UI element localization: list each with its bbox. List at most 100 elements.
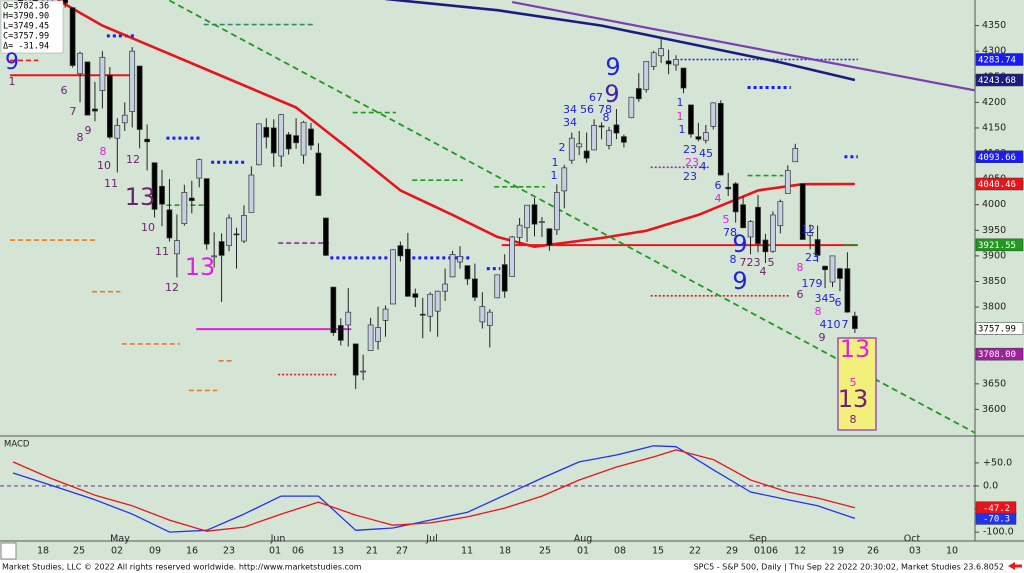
y-tick-label: 3650 [982, 378, 1006, 389]
price-panel [10, 0, 975, 434]
candle-body [740, 204, 746, 229]
panel-title: MACD [4, 440, 30, 450]
x-tick-label: 10 [946, 546, 958, 557]
td-count: 1 [677, 110, 684, 123]
candle-body [479, 306, 486, 323]
x-tick-label: 01 [754, 546, 766, 557]
candle-body [546, 228, 553, 246]
candle-body [628, 96, 635, 119]
candle-body [464, 265, 471, 280]
td-count: 13 [125, 183, 156, 211]
td-count: 45 [699, 147, 713, 160]
price-badge [975, 73, 1024, 87]
axes: 3600365037003750380038503900395040004050… [0, 0, 1024, 557]
td-count: 23 [685, 156, 699, 169]
candle-body [285, 134, 292, 150]
candle-body [300, 121, 307, 156]
td-count: 9 [732, 230, 747, 258]
candle-body [665, 60, 672, 65]
candle-body [539, 221, 545, 223]
td-count: 13 [838, 385, 869, 413]
x-tick-label: 23 [223, 546, 235, 557]
candle-body [710, 102, 717, 127]
candle-body [509, 236, 515, 277]
y-tick-label: 4300 [982, 46, 1006, 57]
candle-body [129, 50, 136, 112]
candle-body [635, 88, 642, 100]
td-count: 1 [679, 123, 686, 136]
candle-body [680, 67, 687, 89]
x-tick-label: 25 [539, 546, 551, 557]
candle-body [434, 290, 441, 312]
candle-body [69, 7, 76, 66]
td-count: 13 [840, 335, 871, 363]
candle-body [99, 56, 106, 91]
candle-body [367, 324, 374, 351]
readout-box [0, 0, 64, 54]
candle-body [583, 150, 590, 159]
td-count: 11 [104, 177, 118, 190]
x-tick-label: 25 [73, 546, 85, 557]
candle-body [494, 274, 501, 299]
candle-body [851, 315, 858, 329]
candle-body [613, 124, 620, 134]
candle-body [814, 239, 821, 256]
candle-body [792, 148, 799, 163]
candle-body [732, 183, 739, 213]
td-count: 8 [100, 145, 107, 158]
macd-line [12, 449, 856, 532]
candle-body [449, 253, 456, 278]
x-tick-label: 12 [794, 546, 806, 557]
scroll-arrow[interactable] [1008, 562, 1022, 570]
candle-body [829, 255, 836, 283]
td-count: 7 [70, 105, 77, 118]
candle-body [770, 214, 776, 252]
candle-body [576, 143, 583, 148]
candle-body [598, 125, 605, 128]
td-count: 345 [815, 292, 836, 305]
td-count: 11 [155, 245, 169, 258]
x-tick-label: 21 [366, 546, 378, 557]
price-badge-label: 3921.55 [978, 241, 1016, 251]
candle-body [531, 204, 538, 225]
x-tick-label: 18 [37, 546, 49, 557]
candle-body [84, 61, 91, 116]
td-count: 23 [805, 251, 819, 264]
macd-panel [0, 445, 975, 533]
td-count: 4 [700, 160, 707, 173]
x-tick-label: 29 [726, 546, 738, 557]
candle-body [673, 59, 679, 66]
price-badge [975, 177, 1024, 191]
candle-body [591, 125, 597, 151]
td-count: 6 [61, 84, 68, 97]
candle-body [501, 264, 508, 292]
footer-right: SPC5 - S&P 500, Daily | Thu Sep 22 2022 … [694, 563, 1004, 572]
candle-body [606, 130, 612, 146]
readout-line: C=3757.99 [3, 32, 49, 42]
x-tick-label: 22 [689, 546, 701, 557]
candle-body [62, 0, 69, 4]
td-count: 34 [563, 103, 577, 116]
background [0, 0, 1024, 560]
td-count: 9 [605, 53, 620, 81]
td-count: 7 [842, 318, 849, 331]
readout-line: L=3749.45 [3, 22, 49, 32]
candle-body [293, 135, 299, 144]
candle-body [181, 192, 188, 224]
y-tick-label: 3600 [982, 404, 1006, 415]
td-count: 10 [141, 221, 155, 234]
candle-body [382, 308, 389, 321]
td-count: 67 [589, 91, 603, 104]
td-count: 78 [723, 226, 737, 239]
td-count: 1 [551, 169, 558, 182]
candle-body [702, 132, 709, 141]
x-month-label: Aug [574, 534, 593, 545]
x-tick-label: 08 [614, 546, 626, 557]
price-badge [975, 347, 1024, 361]
td-count: 8 [603, 111, 610, 124]
td-count: 4 [760, 265, 767, 278]
td-count: 12 [165, 281, 179, 294]
candle-body [561, 167, 568, 192]
td-count: 10 [97, 159, 111, 172]
